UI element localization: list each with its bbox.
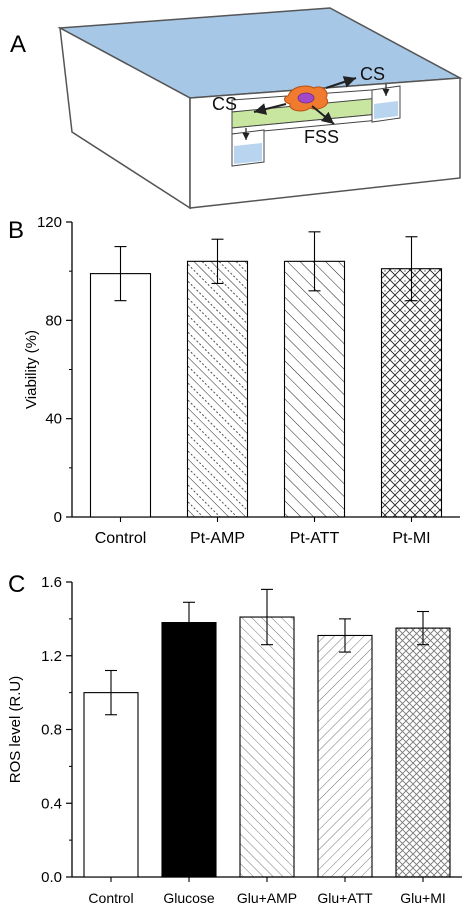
x-tick-label: Pt-AMP — [190, 530, 245, 547]
well-left-liquid — [234, 143, 262, 164]
well-right-liquid — [374, 101, 398, 119]
y-tick-label: 0 — [54, 509, 62, 526]
panel-c-letter: C — [8, 571, 25, 598]
y-tick-label: 0.0 — [41, 869, 62, 886]
y-axis-label: Viability (%) — [23, 330, 40, 409]
x-tick-label: Glu+ATT — [317, 890, 373, 906]
arrow-fss — [311, 105, 335, 125]
bar — [395, 627, 451, 878]
label-cs-right: CS — [360, 64, 385, 84]
panel-a-letter: A — [10, 31, 26, 58]
label-fss: FSS — [304, 127, 339, 147]
y-tick-label: 1.6 — [41, 574, 62, 591]
y-axis-label: ROS level (R.U) — [7, 676, 24, 784]
x-tick-label: Pt-MI — [392, 530, 430, 547]
y-tick-label: 80 — [45, 312, 62, 329]
bar — [380, 268, 443, 518]
y-tick-label: 40 — [45, 411, 62, 428]
chart-ros-level: C 0.0 0.4 0.8 1.2 1.6 ROS level (R.U) Control G… — [7, 571, 462, 906]
y-tick-label: 0.8 — [41, 722, 62, 739]
panel-b-letter: B — [8, 217, 24, 244]
bar — [83, 692, 139, 878]
cell-nucleus — [297, 92, 315, 104]
y-tick-label: 1.2 — [41, 648, 62, 665]
x-tick-label: Control — [88, 890, 133, 906]
bar — [89, 273, 152, 518]
bar — [239, 616, 295, 878]
bar — [283, 260, 346, 518]
bar — [186, 260, 249, 518]
x-tick-label: Pt-ATT — [290, 530, 340, 547]
x-tick-label: Glucose — [163, 890, 215, 906]
arrow-cs-left — [253, 103, 287, 115]
x-tick-label: Control — [95, 530, 147, 547]
label-cs-left: CS — [212, 94, 237, 114]
y-tick-label: 0.4 — [41, 795, 62, 812]
arrow-cs-right — [325, 76, 357, 89]
panel-a: A CS CS FSS — [10, 7, 463, 210]
bar — [161, 622, 217, 878]
chart-viability: B 0 40 80 120 Viability (%) Control Pt-AMP Pt-A… — [8, 214, 460, 547]
x-tick-label: Glu+AMP — [237, 890, 297, 906]
y-tick-label: 120 — [37, 214, 62, 231]
x-tick-label: Glu+MI — [400, 890, 446, 906]
bar — [317, 634, 373, 878]
